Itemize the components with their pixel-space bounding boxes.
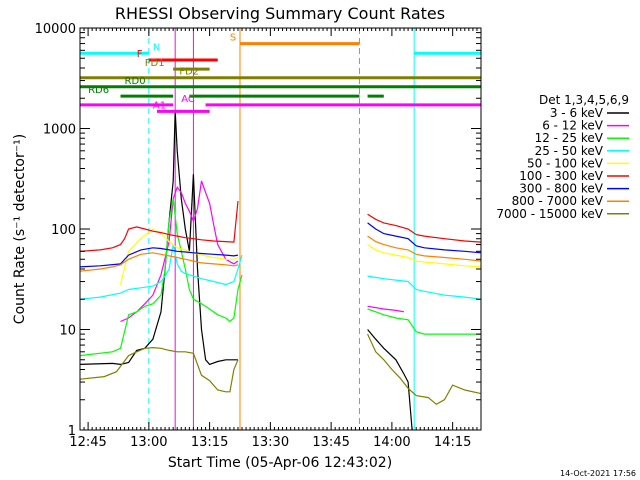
flag-label-rd6: RD6	[88, 85, 109, 96]
series-7-segment-1	[367, 235, 482, 262]
y-tick-label-3: 1000	[43, 123, 76, 138]
flag-label-s: S	[230, 33, 236, 44]
x-tick-label-0: 12:45	[69, 435, 106, 450]
x-axis-label: Start Time (05-Apr-06 12:43:02)	[168, 455, 392, 471]
series-4-segment-1	[367, 244, 482, 268]
series-2-segment-1	[367, 308, 481, 335]
legend-entry-label-6: 300 - 800 keV	[519, 182, 603, 196]
legend-entry-label-7: 800 - 7000 keV	[512, 194, 604, 208]
footer-timestamp: 14-Oct-2021 17:56	[560, 469, 636, 478]
x-tick-label-2: 13:15	[191, 435, 228, 450]
legend-entry-label-4: 50 - 100 keV	[527, 156, 604, 170]
series-3-segment-1	[367, 275, 482, 300]
flag-label-ac: AC	[181, 94, 195, 105]
flag-label-fd1: FD1	[145, 58, 165, 69]
flag-label-a1: A1	[153, 100, 166, 111]
series-5-segment-1	[367, 213, 482, 243]
series-2-segment-0	[79, 198, 243, 357]
series-1-segment-0	[120, 180, 239, 323]
series-6-segment-1	[367, 222, 482, 254]
legend-entry-label-2: 12 - 25 keV	[535, 131, 604, 145]
y-axis-label: Count Rate (s⁻¹ detector⁻¹)	[12, 134, 28, 324]
series-0-segment-0	[79, 110, 238, 366]
series-7-segment-0	[79, 252, 239, 272]
y-tick-label-4: 10000	[35, 22, 76, 37]
flag-label-fd2: FD2	[179, 67, 199, 78]
flag-label-n: N	[153, 42, 160, 53]
y-tick-label-0: 1	[68, 424, 76, 439]
series-1-segment-1	[367, 305, 405, 313]
legend-entry-label-8: 7000 - 15000 keV	[496, 207, 603, 221]
flag-label-rd0: RD0	[125, 76, 146, 87]
y-tick-label-1: 10	[59, 324, 76, 339]
chart-title: RHESSI Observing Summary Count Rates	[115, 4, 445, 23]
x-tick-label-1: 13:00	[130, 435, 167, 450]
plot-frame	[79, 27, 482, 431]
legend-title: Det 1,3,4,5,6,9	[539, 93, 629, 107]
flag-label-f: F	[137, 49, 143, 60]
legend-entry-label-5: 100 - 300 keV	[519, 169, 603, 183]
series-3-segment-0	[79, 244, 243, 300]
x-tick-label-4: 13:45	[312, 435, 349, 450]
legend-entry-label-3: 25 - 50 keV	[535, 144, 604, 158]
series-8-segment-1	[367, 333, 482, 406]
y-tick-label-2: 100	[51, 223, 76, 238]
x-axis-ticks: 12:45 13:00 13:15 13:30 13:45 14:00 14:15	[69, 28, 482, 450]
series-0-segment-1	[367, 329, 413, 431]
legend-entry-label-1: 6 - 12 keV	[542, 119, 604, 133]
series-8-segment-0	[79, 346, 239, 393]
legend-entry-label-0: 3 - 6 keV	[550, 106, 604, 120]
x-tick-label-3: 13:30	[252, 435, 289, 450]
x-tick-label-5: 14:00	[373, 435, 410, 450]
x-tick-label-6: 14:15	[434, 435, 471, 450]
series-5-segment-0	[79, 200, 239, 252]
y-axis-ticks: 1 10 100 1000 10000	[35, 22, 481, 439]
series-6-segment-0	[79, 247, 239, 268]
series-4-segment-0	[119, 228, 239, 285]
